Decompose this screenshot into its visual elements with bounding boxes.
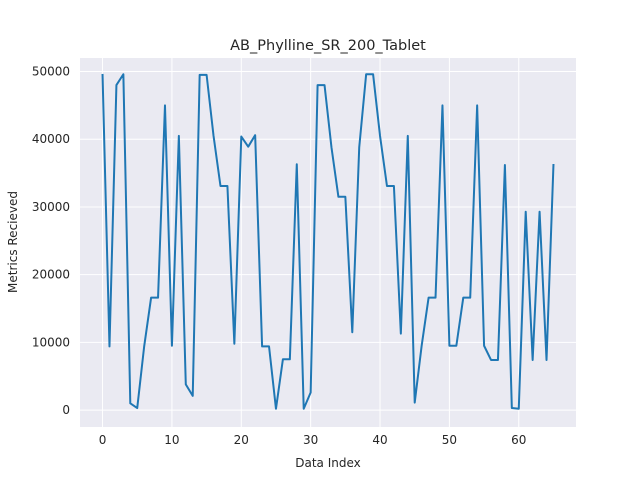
x-tick-label: 40 [372,433,387,447]
x-tick-label: 20 [234,433,249,447]
x-tick-label: 0 [99,433,107,447]
y-tick-labels: 0 10000 20000 30000 40000 50000 [32,65,70,418]
x-axis-label: Data Index [295,456,361,470]
gridlines [80,58,576,427]
x-tick-label: 30 [303,433,318,447]
chart-title: AB_Phylline_SR_200_Tablet [230,38,426,54]
y-tick-label: 10000 [32,335,70,349]
y-tick-label: 50000 [32,65,70,79]
x-tick-label: 60 [511,433,526,447]
y-axis-label: Metrics Recieved [6,191,20,293]
y-tick-label: 0 [62,403,70,417]
series-line [101,73,555,410]
x-tick-labels: 0 10 20 30 40 50 60 [99,433,527,447]
y-tick-label: 30000 [32,200,70,214]
x-tick-label: 10 [164,433,179,447]
series-group [101,73,555,410]
y-tick-label: 40000 [32,132,70,146]
x-tick-label: 50 [442,433,457,447]
y-tick-label: 20000 [32,268,70,282]
